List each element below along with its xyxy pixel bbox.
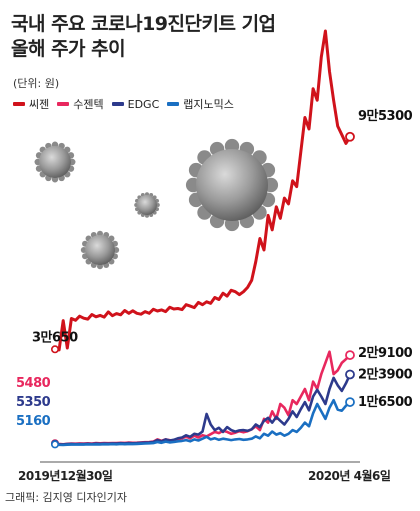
- series-end-point-2: [345, 369, 355, 380]
- start-label-3: 5160: [16, 414, 51, 429]
- legend-swatch-seegene: [13, 102, 25, 106]
- virus-icon: [34, 141, 76, 183]
- credit: 그래픽: 김지영 디자인기자: [5, 491, 128, 504]
- legend-swatch-edgc: [111, 102, 124, 106]
- series-line-0: [54, 29, 352, 352]
- start-label-0: 3만650: [32, 329, 78, 345]
- legend: 씨젠 수젠텍 EDGC 랩지노믹스: [13, 96, 234, 112]
- legend-item-edgc: EDGC: [111, 97, 160, 111]
- virus-icon: [80, 230, 120, 270]
- virus-icon: [134, 192, 160, 218]
- legend-label-seegene: 씨젠: [29, 98, 50, 111]
- virus-icon: [185, 138, 279, 232]
- x-tick-end: 2020년 4월6일: [308, 468, 391, 483]
- series-end-point-1: [345, 350, 355, 360]
- end-label-1: 2만9100: [358, 345, 413, 361]
- end-label-2: 2만3900: [358, 366, 413, 382]
- chart-title: 국내 주요 코로나19진단키트 기업 올해 주가 추이: [11, 12, 276, 62]
- legend-item-sugentech: 수젠텍: [57, 96, 104, 112]
- legend-label-edgc: EDGC: [127, 97, 160, 111]
- series-layer: 3만650 9만5300 5480 2만9100 5350 2만3900 5160 1만650…: [16, 29, 413, 449]
- start-label-2: 5350: [16, 395, 51, 410]
- legend-item-seegene: 씨젠: [13, 96, 49, 112]
- series-start-point-0: [50, 345, 59, 354]
- title-line-2: 올해 주가 추이: [11, 38, 126, 60]
- series-start-point-3: [50, 440, 59, 449]
- series-end-point-3: [345, 397, 355, 407]
- legend-swatch-sugentech: [57, 102, 70, 106]
- x-tick-start: 2019년12월30일: [18, 468, 113, 483]
- legend-label-sugentech: 수젠텍: [73, 98, 104, 111]
- virus-illustrations: [34, 138, 279, 270]
- legend-swatch-labgenomics: [167, 102, 180, 106]
- series-line-2: [54, 373, 352, 446]
- start-label-1: 5480: [16, 376, 51, 391]
- unit-label: (단위: 원): [13, 77, 60, 90]
- series-line-3: [54, 398, 351, 447]
- end-label-3: 1만6500: [358, 394, 413, 410]
- legend-label-labgenomics: 랩지노믹스: [183, 98, 234, 111]
- series-end-point-0: [345, 131, 355, 142]
- end-label-0: 9만5300: [358, 108, 413, 124]
- legend-item-labgenomics: 랩지노믹스: [167, 96, 234, 112]
- title-line-1: 국내 주요 코로나19진단키트 기업: [11, 13, 276, 35]
